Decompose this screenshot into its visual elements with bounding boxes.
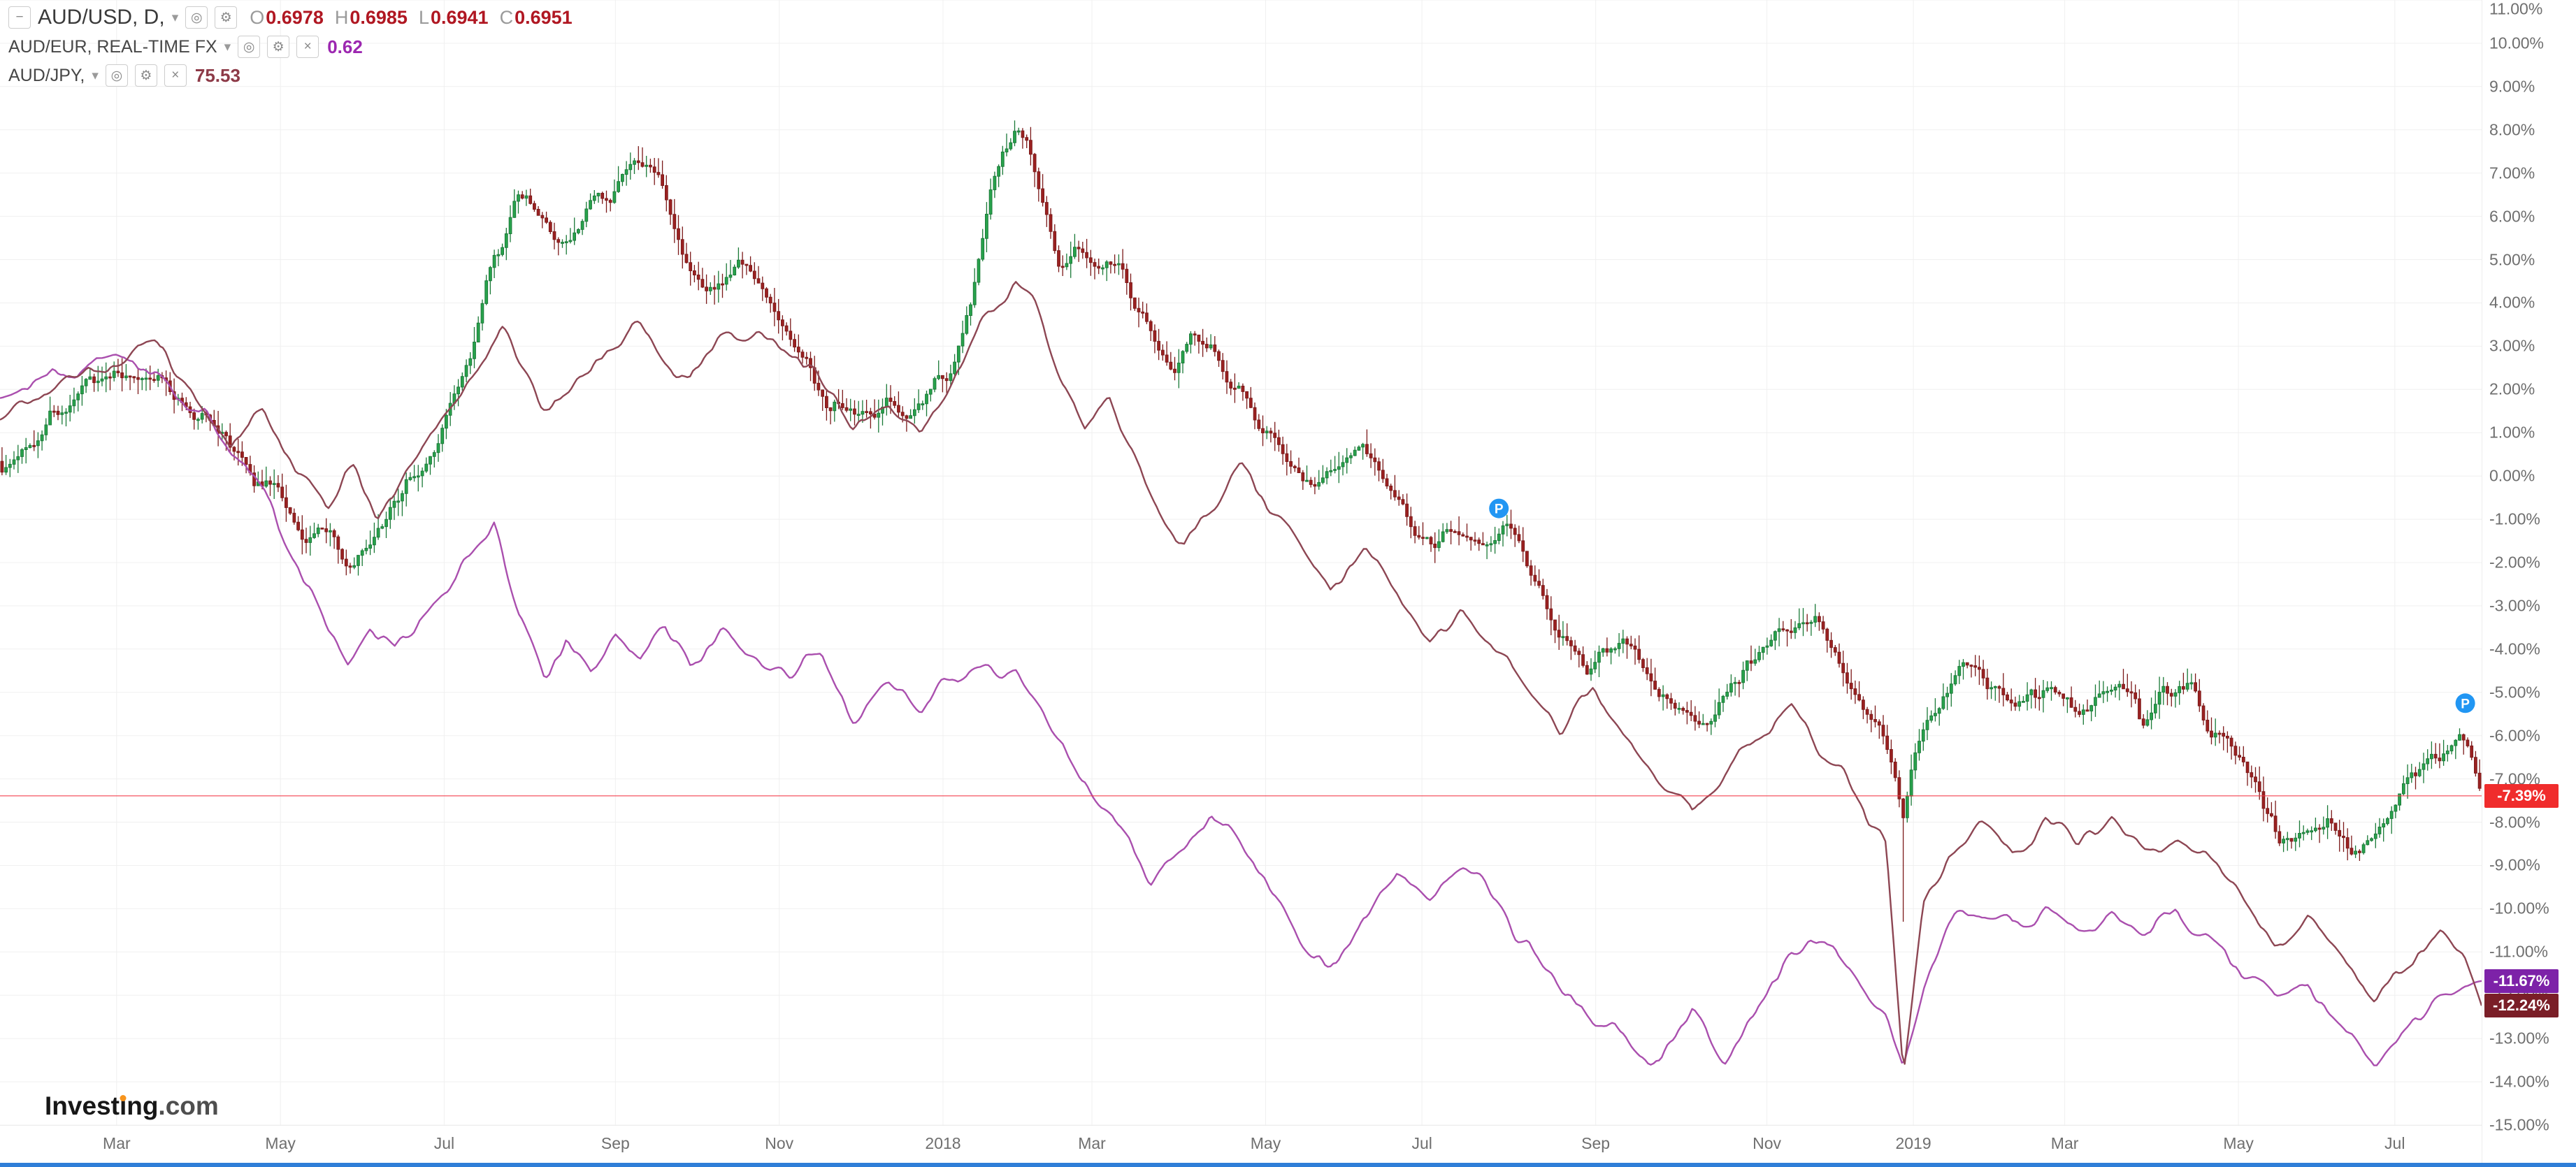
ohlc-open: O0.6978 (250, 6, 324, 28)
symbol-title-audusd[interactable]: AUD/USD, D, (38, 6, 165, 29)
x-axis-label: 2019 (1895, 1134, 1931, 1152)
y-axis-label: 9.00% (2489, 77, 2535, 96)
chart-canvas[interactable]: PP (0, 0, 2482, 1125)
investing-logo[interactable]: Invest ıng.com (45, 1092, 219, 1120)
price-badge: -12.24% (2484, 994, 2559, 1018)
time-axis[interactable]: Mar May Jul Sep Nov 2018 Mar May Jul Sep Nov 2019 Ma… (0, 1125, 2482, 1164)
x-axis-label: Sep (1581, 1134, 1611, 1152)
candle-bodies-up[interactable] (4, 130, 2461, 855)
x-axis-label: May (2223, 1134, 2254, 1152)
series-value-audeur: 0.62 (327, 36, 363, 57)
y-axis-label: 3.00% (2489, 336, 2535, 355)
close-icon[interactable]: × (296, 36, 319, 58)
y-axis-label: -3.00% (2489, 596, 2540, 615)
y-axis-label: -15.00% (2489, 1115, 2549, 1134)
y-axis-label: 2.00% (2489, 379, 2535, 398)
x-axis-label: May (1250, 1134, 1281, 1152)
position-marker[interactable]: P (2455, 693, 2475, 713)
y-axis-label: -2.00% (2489, 553, 2540, 572)
gridlines (0, 0, 2482, 1125)
y-axis-label: 8.00% (2489, 120, 2535, 139)
legend-row-audusd: − AUD/USD, D, ▾ ◎ ⚙ O0.6978 H0.6985 L0.6… (8, 6, 573, 29)
collapse-icon[interactable]: − (8, 6, 31, 29)
visibility-icon[interactable]: ◎ (185, 6, 208, 29)
visibility-icon[interactable]: ◎ (238, 36, 261, 58)
position-marker-label: P (1495, 502, 1504, 517)
x-axis-label: Mar (1078, 1134, 1106, 1152)
x-axis-label: Mar (103, 1134, 131, 1152)
x-axis-label: Jul (433, 1134, 455, 1152)
position-marker-label: P (2461, 697, 2470, 711)
logo-text: Invest (45, 1092, 120, 1120)
price-badge: -11.67% (2484, 969, 2559, 993)
y-axis-label: -8.00% (2489, 813, 2540, 832)
y-axis-label: 11.00% (2489, 0, 2543, 18)
y-axis-label: 6.00% (2489, 207, 2535, 226)
x-axis-label: Nov (1753, 1134, 1782, 1152)
bottom-border-bar (0, 1163, 2576, 1167)
y-axis-label: -9.00% (2489, 855, 2540, 874)
symbol-title-audjpy[interactable]: AUD/JPY, (8, 65, 85, 85)
settings-icon[interactable]: ⚙ (134, 64, 157, 87)
y-axis-label: -11.00% (2489, 942, 2548, 961)
series-value-audjpy: 75.53 (194, 64, 240, 86)
chart-legend: − AUD/USD, D, ▾ ◎ ⚙ O0.6978 H0.6985 L0.6… (8, 6, 573, 93)
settings-icon[interactable]: ⚙ (267, 36, 290, 58)
candle-bodies-down[interactable] (0, 130, 2482, 855)
ohlc-high: H0.6985 (334, 6, 408, 28)
close-icon[interactable]: × (164, 64, 187, 87)
x-axis-label: May (265, 1134, 296, 1152)
y-axis-label: -4.00% (2489, 639, 2540, 658)
y-axis-label: -10.00% (2489, 899, 2549, 918)
y-axis-label: 0.00% (2489, 466, 2535, 485)
y-axis-label: -1.00% (2489, 509, 2540, 528)
y-axis-label: -14.00% (2489, 1072, 2549, 1091)
ohlc-low: L0.6941 (418, 6, 489, 28)
x-axis-label: Sep (600, 1134, 630, 1152)
visibility-icon[interactable]: ◎ (105, 64, 128, 87)
legend-row-audjpy: AUD/JPY, ▾ ◎ ⚙ × 75.53 (8, 64, 573, 87)
x-axis-label: Nov (765, 1134, 794, 1152)
ohlc-values: O0.6978 H0.6985 L0.6941 C0.6951 (250, 7, 572, 29)
y-axis-label: 1.00% (2489, 423, 2535, 442)
y-axis-label: -6.00% (2489, 726, 2540, 745)
price-axis[interactable]: 11.00% 10.00% 9.00% 8.00% 7.00% 6.00% 5.00% 4.0… (2482, 0, 2576, 1167)
price-badge: -7.39% (2484, 783, 2559, 808)
y-axis-label: 7.00% (2489, 164, 2535, 182)
settings-icon[interactable]: ⚙ (215, 6, 238, 29)
y-axis-label: -13.00% (2489, 1029, 2549, 1048)
legend-row-audeur: AUD/EUR, REAL-TIME FX ▾ ◎ ⚙ × 0.62 (8, 36, 573, 58)
x-axis-label: Jul (1411, 1134, 1432, 1152)
logo-orange-dot-icon (120, 1095, 127, 1101)
ohlc-close: C0.6951 (499, 6, 573, 28)
candle-wicks-down (1, 126, 2480, 922)
series-line-aud-eur[interactable] (0, 354, 2482, 1066)
x-axis-label: Mar (2050, 1134, 2079, 1152)
y-axis-label: 10.00% (2489, 34, 2545, 52)
chevron-down-icon[interactable]: ▾ (171, 10, 179, 25)
y-axis-label: 4.00% (2489, 293, 2535, 312)
y-axis-label: 5.00% (2489, 250, 2535, 269)
position-marker[interactable]: P (1489, 498, 1509, 519)
chevron-down-icon[interactable]: ▾ (224, 39, 231, 55)
chevron-down-icon[interactable]: ▾ (92, 68, 99, 83)
y-axis-label: -5.00% (2489, 683, 2540, 702)
symbol-title-audeur[interactable]: AUD/EUR, REAL-TIME FX (8, 36, 217, 57)
series-line-aud-jpy[interactable] (0, 281, 2482, 1065)
x-axis-label: Jul (2384, 1134, 2405, 1152)
x-axis-label: 2018 (925, 1134, 961, 1152)
candle-wicks-up (5, 120, 2461, 858)
